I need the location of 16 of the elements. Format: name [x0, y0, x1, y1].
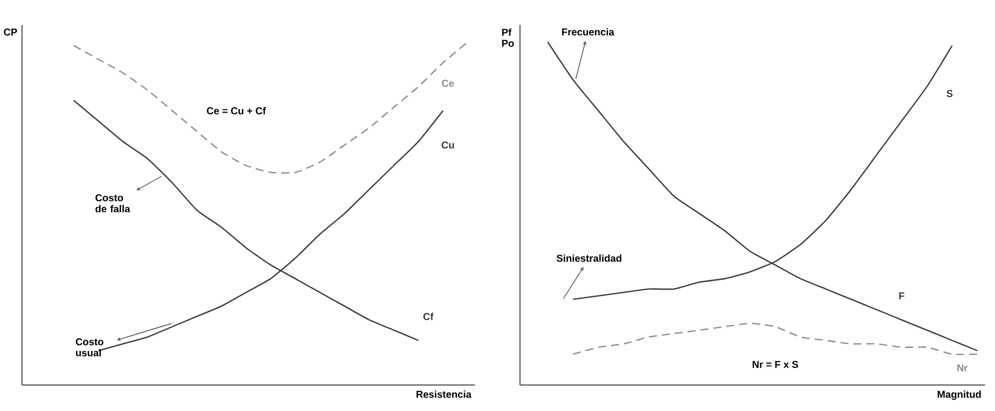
y-axis-title: CP [4, 28, 18, 36]
annotation: Ce = Cu + Cf [206, 107, 266, 114]
annotation: Nr = F x S [752, 360, 798, 368]
series-label: F [899, 292, 904, 300]
x-axis-title: Magnitud [938, 390, 981, 400]
x-axis-title: Resistencia [416, 390, 472, 398]
series-label: Nr [957, 364, 968, 372]
series-label: Cu [442, 141, 454, 149]
annotation: Costo usual [76, 338, 104, 356]
y-axis-title: Pf Po [502, 28, 514, 47]
text: Frecuencia [562, 28, 614, 36]
annotation: Costo de falla [96, 194, 130, 212]
annotation: Siniestralidad [556, 254, 622, 262]
series-label: Ce [442, 80, 454, 87]
series-label: S [946, 90, 953, 98]
text: Cf [423, 312, 434, 320]
